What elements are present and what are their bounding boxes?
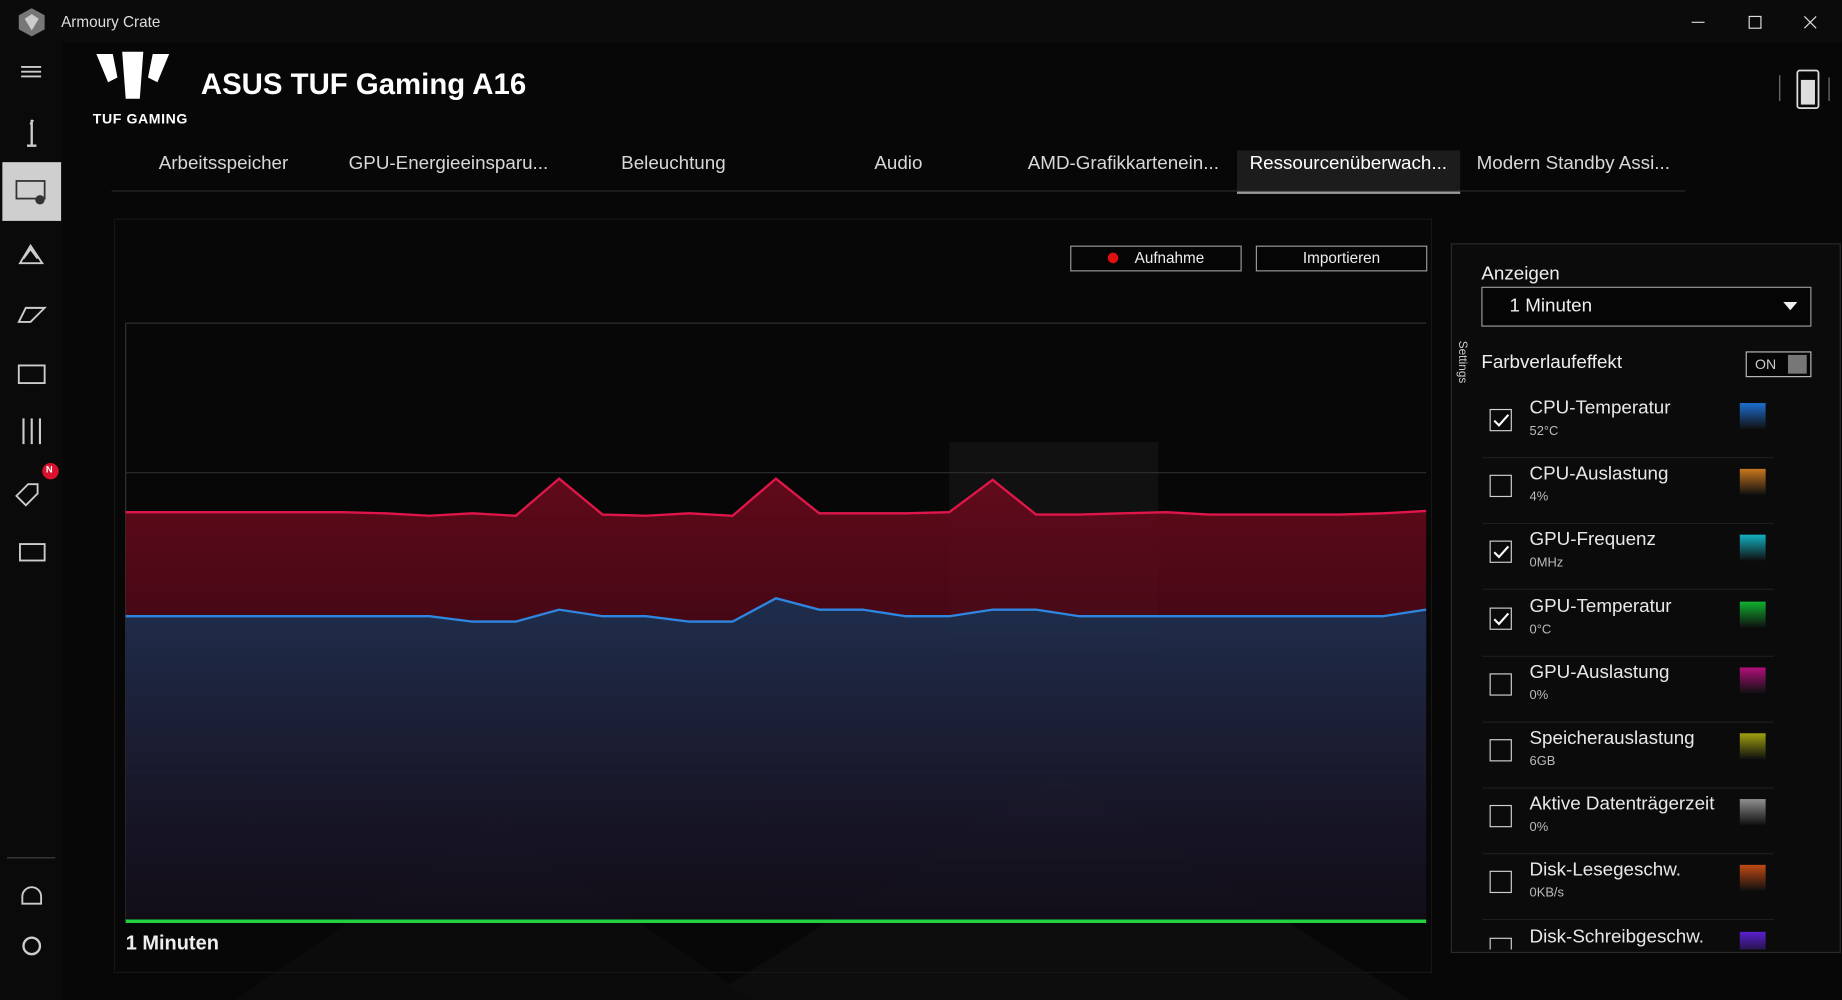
- checkbox[interactable]: [1489, 937, 1512, 950]
- metric-value: 52°C: [1529, 424, 1559, 439]
- metric-label: Aktive Datenträgerzeit: [1529, 794, 1715, 815]
- metric-label: CPU-Auslastung: [1529, 464, 1669, 485]
- sidebar-icons[interactable]: [0, 42, 62, 1000]
- metric-item: GPU-Frequenz 0MHz: [1482, 523, 1774, 591]
- color-swatch: [1739, 535, 1766, 561]
- monitor-chart: [125, 322, 1427, 924]
- checkbox[interactable]: [1489, 607, 1512, 630]
- color-swatch: [1739, 667, 1766, 694]
- metric-item: CPU-Temperatur 52°C: [1482, 391, 1774, 459]
- metric-value: 0%: [1529, 688, 1549, 703]
- gradient-label: Farbverlaufeffekt: [1481, 352, 1623, 373]
- tab[interactable]: Arbeitsspeicher: [158, 153, 289, 174]
- metric-label: CPU-Temperatur: [1529, 398, 1671, 419]
- metric-item: Disk-Lesegeschw. 0KB/s: [1482, 854, 1774, 921]
- metric-item: GPU-Auslastung 0%: [1482, 655, 1774, 723]
- color-swatch: [1739, 865, 1766, 892]
- color-swatch: [1739, 733, 1766, 760]
- metric-item: CPU-Auslastung 4%: [1482, 457, 1774, 525]
- metric-item: Aktive Datenträgerzeit 0%: [1482, 788, 1774, 855]
- badge: N: [45, 464, 53, 475]
- tab[interactable]: GPU-Energieeinsparu...: [348, 153, 549, 174]
- dropdown-value: 1 Minuten: [1509, 296, 1593, 317]
- metric-item: GPU-Temperatur 0°C: [1482, 589, 1774, 657]
- device-icon: [1779, 69, 1830, 109]
- tab[interactable]: Beleuchtung: [621, 153, 726, 174]
- import-button[interactable]: Importieren: [1255, 245, 1428, 272]
- brand-logo: [96, 51, 170, 99]
- product-name: ASUS TUF Gaming A16: [200, 68, 527, 102]
- time-label: 1 Minuten: [125, 931, 219, 955]
- metric-label: GPU-Auslastung: [1529, 662, 1670, 683]
- dropdown-arrow: [1783, 301, 1798, 311]
- title-bar: Armoury Crate: [0, 0, 1842, 43]
- tab[interactable]: AMD-Grafikkartenein...: [1027, 153, 1219, 174]
- record-label: Aufnahme: [1134, 249, 1205, 267]
- window-controls[interactable]: [1680, 9, 1833, 35]
- tab-divider: [111, 190, 1686, 192]
- checkmark: [1493, 612, 1510, 626]
- tab[interactable]: Audio: [874, 153, 923, 174]
- checkbox[interactable]: [1489, 474, 1512, 498]
- tab[interactable]: Modern Standby Assi...: [1476, 153, 1670, 174]
- metric-value: 0MHz: [1529, 556, 1564, 571]
- checkbox[interactable]: [1489, 871, 1512, 894]
- checkbox[interactable]: [1489, 739, 1512, 762]
- metric-value: 0%: [1529, 820, 1549, 835]
- monitor-frame: [113, 218, 1433, 973]
- metric-list: CPU-Temperatur 52°C CPU-Auslastung 4% GPU-Fr…: [1482, 391, 1774, 950]
- series-line: [125, 477, 1427, 517]
- sidebar: N: [0, 42, 63, 1000]
- brand-text: TUF GAMING: [92, 110, 188, 127]
- metric-value: 6GB: [1529, 754, 1556, 769]
- checkmark: [1493, 546, 1510, 559]
- duration-dropdown[interactable]: 1 Minuten: [1481, 286, 1812, 327]
- color-swatch: [1739, 931, 1766, 950]
- color-swatch: [1739, 469, 1766, 495]
- record-button[interactable]: Aufnahme: [1070, 245, 1242, 272]
- metric-label: Disk-Schreibgeschw.: [1529, 926, 1704, 947]
- metric-value: 0KB/s: [1529, 886, 1565, 901]
- checkmark: [1493, 414, 1510, 427]
- metric-value: 4%: [1529, 490, 1549, 505]
- checkbox[interactable]: [1489, 541, 1512, 564]
- tab[interactable]: Ressourcenüberwach...: [1236, 150, 1461, 194]
- color-swatch: [1739, 403, 1766, 429]
- app-icon: [18, 8, 45, 37]
- toggle-label: ON: [1755, 356, 1777, 373]
- show-label: Anzeigen: [1481, 264, 1560, 285]
- color-swatch: [1739, 601, 1766, 628]
- checkbox[interactable]: [1489, 805, 1512, 828]
- metric-label: GPU-Frequenz: [1529, 530, 1656, 551]
- color-swatch: [1739, 799, 1766, 826]
- metric-value: 0°C: [1529, 622, 1552, 637]
- metric-label: GPU-Temperatur: [1529, 596, 1672, 617]
- metric-item: Disk-Schreibgeschw.: [1483, 920, 1774, 950]
- metric-label: Speicherauslastung: [1529, 728, 1695, 749]
- toggle-knob: [1787, 354, 1807, 374]
- window-title: Armoury Crate: [61, 12, 161, 31]
- checkbox[interactable]: [1489, 673, 1512, 696]
- gradient-toggle[interactable]: ON: [1745, 351, 1812, 378]
- series-area: [125, 598, 1427, 922]
- metric-item: Speicherauslastung 6GB: [1482, 722, 1774, 789]
- metric-label: Disk-Lesegeschw.: [1529, 860, 1681, 881]
- series-line: [125, 597, 1427, 623]
- checkbox[interactable]: [1489, 408, 1512, 432]
